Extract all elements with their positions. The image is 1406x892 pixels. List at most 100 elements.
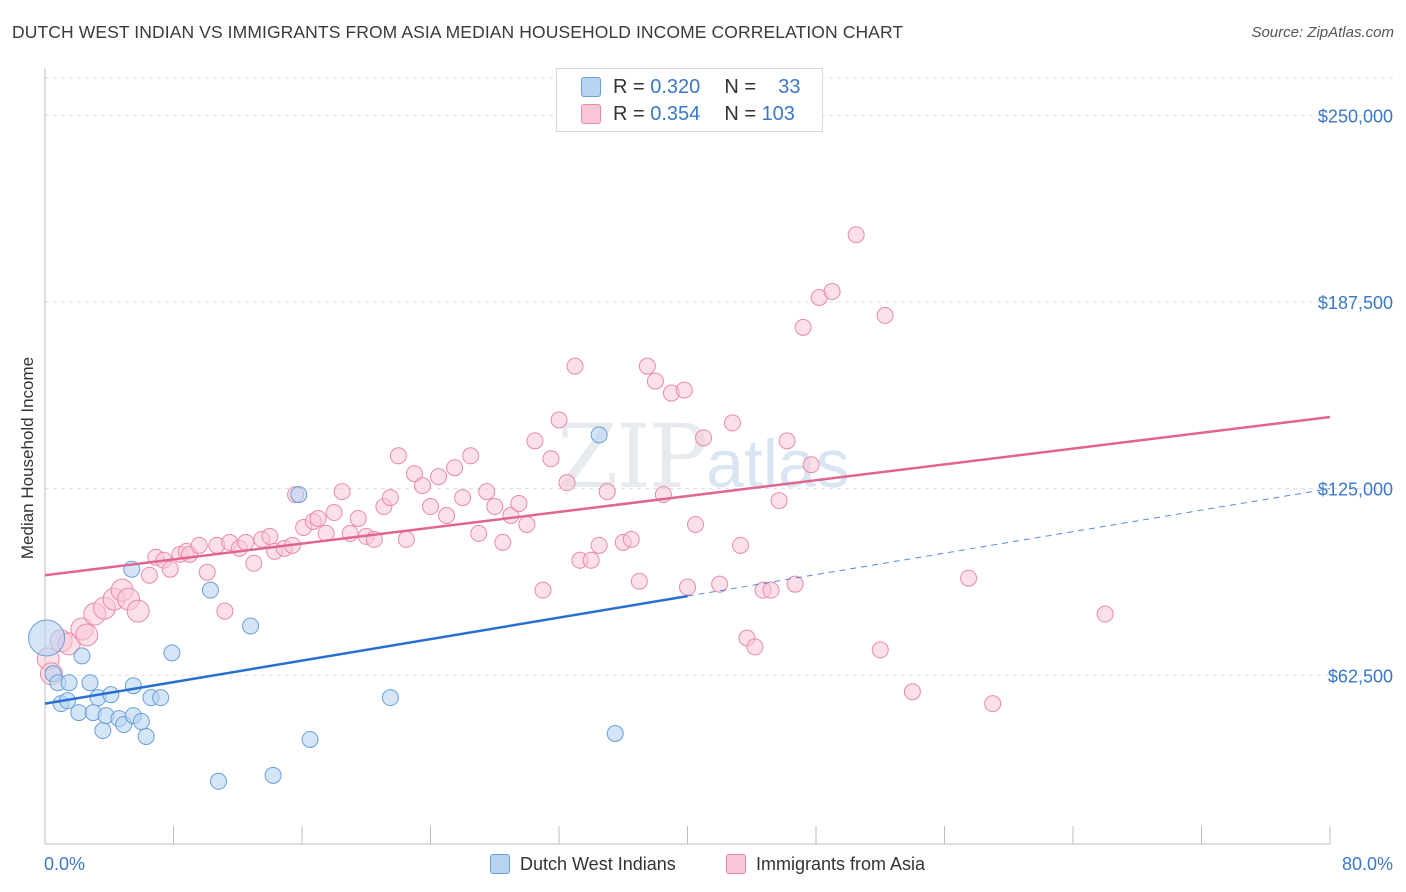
- legend-item-dutch-west-indians: Dutch West Indians: [490, 852, 676, 876]
- legend-swatch-blue: [490, 854, 510, 874]
- data-point-immigrants-from-asia: [75, 623, 99, 647]
- data-point-immigrants-from-asia: [582, 551, 600, 569]
- data-point-immigrants-from-asia: [638, 357, 656, 375]
- data-point-immigrants-from-asia: [454, 489, 472, 507]
- y-tick-label: $250,000: [1318, 106, 1393, 126]
- data-point-dutch-west-indians: [28, 619, 66, 657]
- data-point-immigrants-from-asia: [903, 683, 921, 701]
- source-label: Source: ZipAtlas.com: [1251, 24, 1394, 41]
- data-point-immigrants-from-asia: [794, 318, 812, 336]
- data-point-immigrants-from-asia: [438, 507, 456, 525]
- chart-title: DUTCH WEST INDIAN VS IMMIGRANTS FROM ASI…: [12, 22, 904, 42]
- legend-row-dutch-west-indians: R = 0.320 N = 33: [581, 74, 800, 100]
- data-point-immigrants-from-asia: [646, 372, 664, 390]
- data-point-immigrants-from-asia: [140, 566, 158, 584]
- data-point-dutch-west-indians: [381, 689, 399, 707]
- data-point-dutch-west-indians: [81, 674, 99, 692]
- y-tick-label: $187,500: [1318, 293, 1393, 313]
- data-point-dutch-west-indians: [152, 689, 170, 707]
- data-point-immigrants-from-asia: [389, 447, 407, 465]
- data-point-immigrants-from-asia: [325, 504, 343, 522]
- data-point-immigrants-from-asia: [333, 483, 351, 501]
- data-point-immigrants-from-asia: [470, 524, 488, 542]
- data-point-immigrants-from-asia: [422, 498, 439, 516]
- data-point-immigrants-from-asia: [542, 450, 560, 468]
- data-point-immigrants-from-asia: [876, 306, 894, 324]
- data-point-dutch-west-indians: [264, 766, 282, 784]
- r-label: R =: [613, 102, 645, 125]
- r-value: 0.320: [650, 75, 701, 98]
- y-axis-label: Median Household Income: [18, 356, 37, 560]
- legend-label: Dutch West Indians: [520, 853, 676, 874]
- n-label: N =: [724, 75, 756, 98]
- legend-swatch-pink: [581, 104, 601, 124]
- data-point-immigrants-from-asia: [960, 569, 978, 587]
- data-point-dutch-west-indians: [94, 722, 112, 740]
- data-point-dutch-west-indians: [590, 426, 608, 444]
- data-point-immigrants-from-asia: [675, 381, 693, 399]
- data-point-immigrants-from-asia: [381, 489, 399, 507]
- y-tick-label: $125,000: [1318, 480, 1393, 500]
- data-point-immigrants-from-asia: [550, 411, 568, 429]
- data-point-immigrants-from-asia: [462, 447, 480, 465]
- legend-swatch-blue: [581, 77, 601, 97]
- data-point-immigrants-from-asia: [802, 456, 820, 474]
- data-point-immigrants-from-asia: [723, 414, 741, 432]
- data-point-immigrants-from-asia: [198, 563, 216, 581]
- data-point-dutch-west-indians: [70, 704, 88, 722]
- data-point-immigrants-from-asia: [526, 432, 544, 450]
- data-point-immigrants-from-asia: [847, 226, 865, 244]
- data-point-dutch-west-indians: [124, 677, 142, 695]
- trendline-immigrants-from-asia: [44, 415, 1331, 577]
- x-tick-label: 0.0%: [44, 854, 85, 874]
- data-point-immigrants-from-asia: [695, 429, 713, 447]
- n-label: N =: [724, 102, 756, 125]
- data-point-immigrants-from-asia: [126, 599, 150, 623]
- watermark: ZIPatlas: [557, 405, 850, 508]
- data-point-immigrants-from-asia: [786, 575, 804, 593]
- data-point-immigrants-from-asia: [871, 641, 889, 659]
- data-point-immigrants-from-asia: [823, 283, 841, 301]
- data-point-immigrants-from-asia: [534, 581, 552, 599]
- data-point-immigrants-from-asia: [566, 357, 584, 375]
- data-point-dutch-west-indians: [290, 486, 308, 504]
- legend-item-immigrants-from-asia: Immigrants from Asia: [726, 852, 925, 876]
- data-point-immigrants-from-asia: [430, 468, 448, 486]
- data-point-immigrants-from-asia: [762, 581, 780, 599]
- data-point-immigrants-from-asia: [245, 554, 263, 572]
- data-point-immigrants-from-asia: [237, 533, 255, 551]
- data-point-immigrants-from-asia: [679, 578, 696, 596]
- r-value: 0.354: [650, 102, 701, 125]
- data-point-dutch-west-indians: [137, 727, 155, 745]
- n-value: 33: [778, 75, 801, 98]
- n-value: 103: [761, 102, 795, 125]
- data-point-immigrants-from-asia: [486, 498, 504, 516]
- data-point-immigrants-from-asia: [216, 602, 234, 620]
- data-point-immigrants-from-asia: [190, 536, 208, 554]
- correlation-legend: R = 0.320 N = 33 R = 0.354 N = 103: [556, 68, 823, 132]
- data-point-immigrants-from-asia: [770, 492, 788, 510]
- data-point-immigrants-from-asia: [558, 474, 576, 492]
- data-point-immigrants-from-asia: [349, 509, 367, 527]
- legend-label: Immigrants from Asia: [756, 853, 926, 874]
- watermark-atlas: atlas: [706, 426, 850, 502]
- legend-row-immigrants-from-asia: R = 0.354 N = 103: [581, 101, 795, 127]
- data-point-immigrants-from-asia: [622, 530, 640, 548]
- watermark-zip: ZIP: [557, 405, 708, 508]
- x-tick-label: 80.0%: [1342, 854, 1393, 874]
- data-point-immigrants-from-asia: [687, 515, 705, 533]
- data-point-dutch-west-indians: [301, 730, 319, 748]
- data-point-immigrants-from-asia: [711, 575, 729, 593]
- data-point-immigrants-from-asia: [778, 432, 796, 450]
- data-point-immigrants-from-asia: [309, 509, 327, 527]
- data-point-immigrants-from-asia: [397, 530, 415, 548]
- data-point-immigrants-from-asia: [494, 533, 512, 551]
- data-point-immigrants-from-asia: [510, 495, 528, 513]
- trendline-extension-dutch-west-indians: [687, 488, 1331, 597]
- data-point-dutch-west-indians: [201, 581, 219, 599]
- data-point-dutch-west-indians: [163, 644, 181, 662]
- trendline-dutch-west-indians: [44, 594, 688, 705]
- data-point-immigrants-from-asia: [478, 483, 496, 501]
- data-point-immigrants-from-asia: [984, 695, 1002, 713]
